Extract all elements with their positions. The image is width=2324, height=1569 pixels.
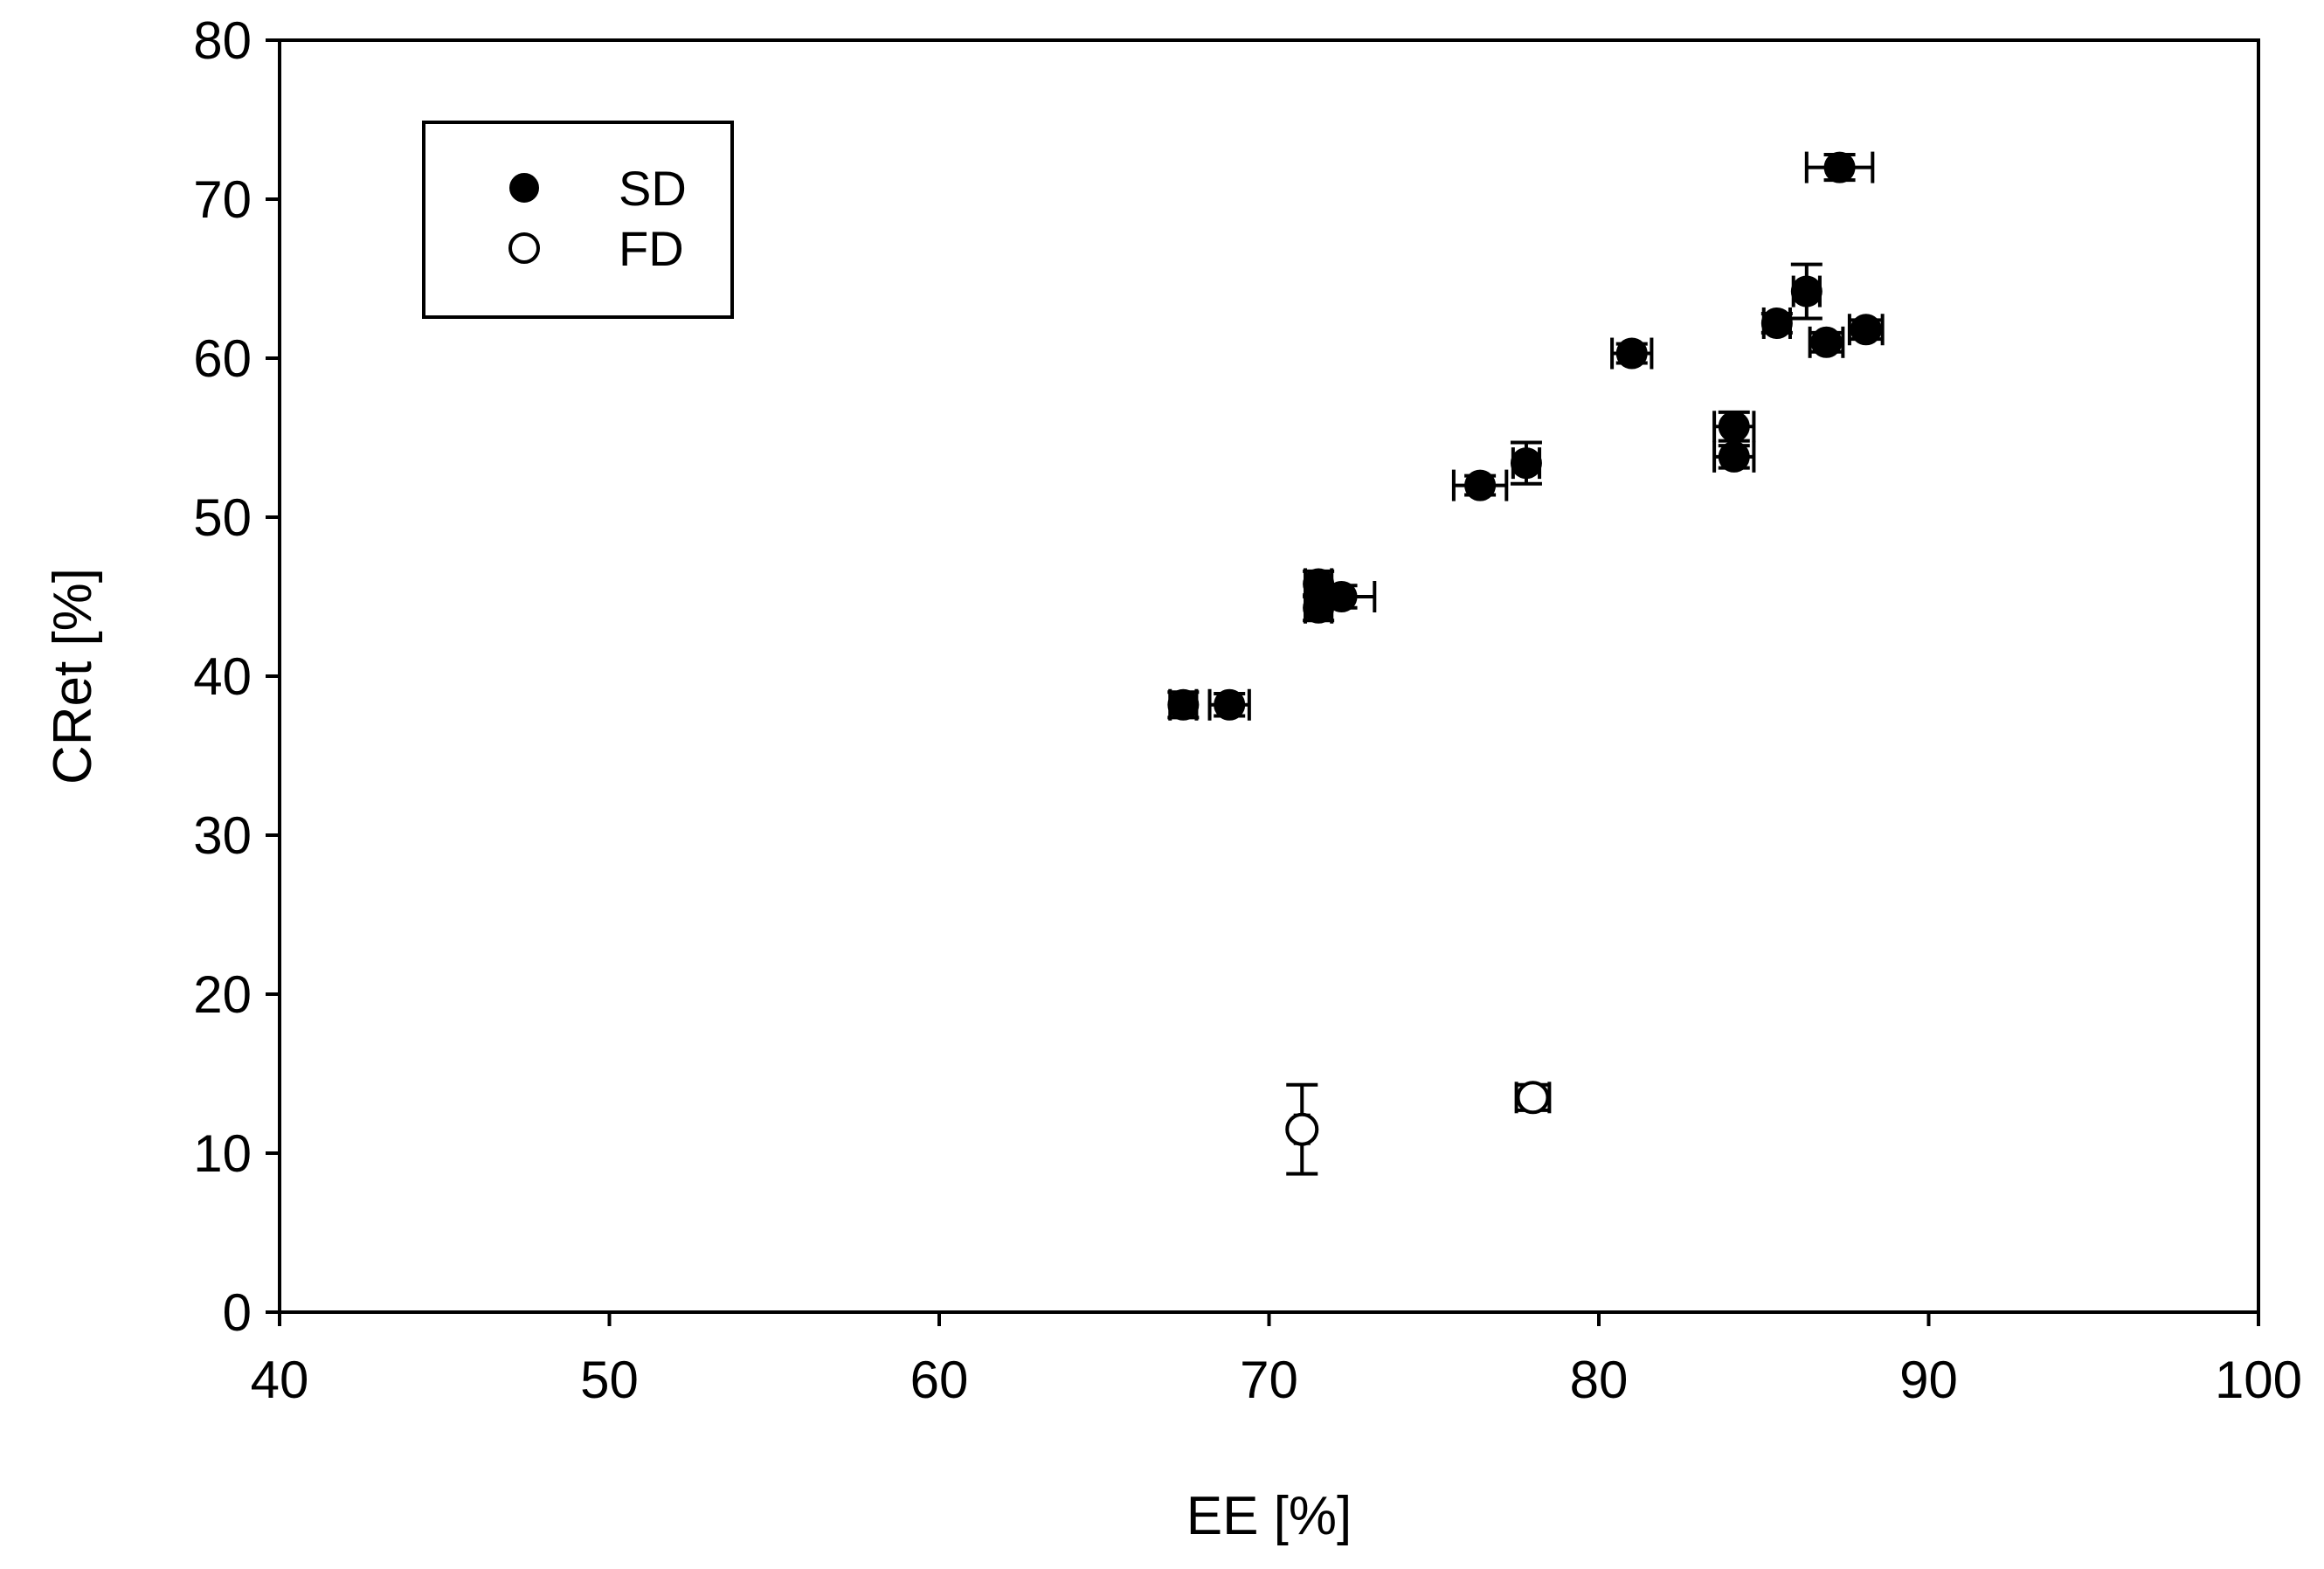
y-tick-label: 0 [223,1283,252,1342]
x-tick-label: 90 [1899,1351,1958,1409]
legend-box [422,121,734,319]
sd-data-point [1214,688,1246,721]
sd-data-point [1464,469,1497,501]
sd-data-point [1325,581,1358,612]
x-tick-label: 50 [580,1351,639,1409]
sd-data-point [1615,337,1648,370]
y-tick-label: 40 [193,647,252,706]
y-axis: 0 10 20 30 40 50 60 70 80 [193,11,280,1342]
x-tick-label: 40 [251,1351,309,1409]
y-tick-label: 20 [193,965,252,1024]
y-tick-label: 50 [193,488,252,547]
sd-data-point [1718,411,1750,443]
sd-data-point [1760,307,1793,339]
sd-data-point [1823,151,1856,183]
sd-data-point [1718,440,1750,473]
x-axis: 40 50 60 70 80 90 100 [251,1312,2302,1409]
legend-marker-fd [508,232,540,264]
y-tick-label: 10 [193,1124,252,1183]
fd-data-point [1285,1112,1319,1146]
error-bars [1167,151,1885,1176]
x-tick-label: 100 [2215,1351,2302,1409]
sd-data-point [1167,688,1200,721]
sd-data-point [1810,326,1843,358]
legend-label-sd: SD [619,161,687,216]
legend-label-fd: FD [619,221,684,276]
sd-data-point [1510,447,1542,480]
x-axis-title: EE [%] [1186,1486,1352,1546]
x-tick-label: 80 [1570,1351,1629,1409]
sd-data-point [1850,314,1882,346]
data-markers [1167,151,1882,1146]
sd-data-point [1790,275,1823,308]
y-tick-label: 80 [193,11,252,70]
y-axis-title: CRet [%] [43,568,103,784]
y-tick-label: 30 [193,806,252,865]
x-tick-label: 60 [910,1351,969,1409]
legend-marker-sd [509,173,539,203]
fd-data-point [1516,1081,1550,1115]
y-tick-label: 70 [193,170,252,229]
y-tick-label: 60 [193,329,252,388]
x-tick-label: 70 [1240,1351,1298,1409]
